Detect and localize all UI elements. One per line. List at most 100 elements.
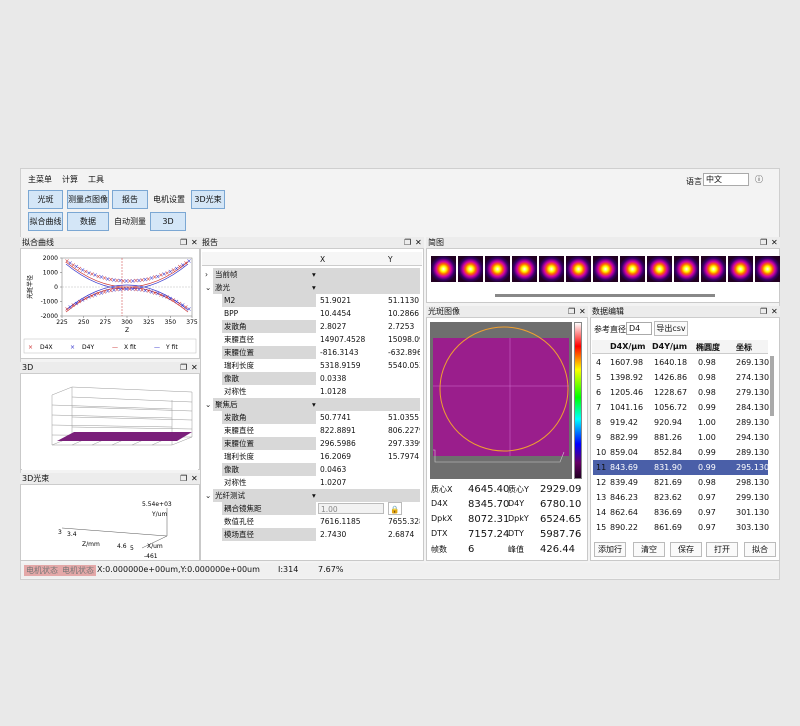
cell[interactable]: 15 bbox=[596, 523, 607, 532]
close-button[interactable]: ✕ bbox=[191, 363, 198, 372]
cell[interactable]: 8 bbox=[596, 418, 602, 427]
row-label: 瑞利长度 bbox=[224, 452, 254, 461]
toolbar-button[interactable]: 数据 bbox=[67, 212, 109, 231]
close-button[interactable]: ✕ bbox=[191, 474, 198, 483]
cell: 843.69 bbox=[610, 463, 638, 472]
cell: 299.130 bbox=[736, 493, 770, 502]
sample-point: × bbox=[118, 286, 123, 293]
sample-point: × bbox=[158, 272, 163, 279]
export-button[interactable]: 导出csv bbox=[654, 321, 688, 336]
sample-point: × bbox=[187, 258, 192, 265]
section-toggle[interactable]: ⌄ bbox=[205, 491, 212, 500]
menu-item[interactable]: 主菜单 bbox=[28, 175, 52, 184]
float-button[interactable]: ❐ bbox=[180, 238, 188, 247]
view-bg bbox=[22, 375, 198, 470]
row-label: 像散 bbox=[222, 372, 316, 385]
close-button[interactable]: ✕ bbox=[579, 307, 586, 316]
panel-header: 3D光束 bbox=[20, 473, 200, 485]
menu-item[interactable]: 计算 bbox=[62, 175, 78, 184]
toolbar-button[interactable]: 3D bbox=[150, 212, 186, 231]
toolbar-button[interactable]: 报告 bbox=[112, 190, 148, 209]
toolbar-button[interactable]: 自动测量 bbox=[114, 217, 146, 226]
dropdown-arrow: ▾ bbox=[312, 491, 316, 500]
report-header-bg bbox=[202, 252, 422, 266]
float-button[interactable]: ❐ bbox=[760, 307, 768, 316]
sample-point: × bbox=[165, 294, 170, 301]
action-button[interactable]: 拟合 bbox=[744, 542, 776, 557]
column-header: 坐标 bbox=[736, 343, 752, 352]
action-button[interactable]: 清空 bbox=[633, 542, 665, 557]
cell: 298.130 bbox=[736, 478, 770, 487]
value-y: 5540.053 bbox=[388, 361, 420, 370]
float-button[interactable]: ❐ bbox=[180, 474, 188, 483]
cell[interactable]: 14 bbox=[596, 508, 607, 517]
sample-point: × bbox=[183, 260, 188, 267]
fit-ellipse bbox=[439, 326, 569, 452]
cell[interactable]: 11 bbox=[596, 463, 607, 472]
menu-item[interactable]: 工具 bbox=[88, 175, 104, 184]
sample-point: × bbox=[136, 277, 141, 284]
toolbar-button[interactable]: 电机设置 bbox=[153, 195, 185, 204]
sample-point: × bbox=[86, 270, 91, 277]
close-button[interactable]: ✕ bbox=[191, 238, 198, 247]
sample-point: × bbox=[93, 292, 98, 299]
y-tick-label: 2000 bbox=[43, 255, 58, 262]
cell[interactable]: 13 bbox=[596, 493, 607, 502]
cell[interactable]: 7 bbox=[596, 403, 602, 412]
cell[interactable]: 10 bbox=[596, 448, 607, 457]
cell[interactable]: 12 bbox=[596, 478, 607, 487]
value-x: 50.7741 bbox=[320, 413, 352, 422]
cell[interactable]: 6 bbox=[596, 388, 602, 397]
stat-label: DpkY bbox=[508, 514, 529, 523]
help-icon[interactable]: ⓘ bbox=[755, 175, 763, 184]
value-x: 0.0338 bbox=[320, 374, 347, 383]
toolbar-button[interactable]: 光斑 bbox=[28, 190, 63, 209]
sample-point: × bbox=[96, 291, 101, 298]
float-button[interactable]: ❐ bbox=[568, 307, 576, 316]
toolbar-button[interactable]: 3D光束 bbox=[191, 190, 225, 209]
sample-point: × bbox=[99, 274, 104, 281]
float-button[interactable]: ❐ bbox=[180, 363, 188, 372]
float-button[interactable]: ❐ bbox=[760, 238, 768, 247]
section-toggle[interactable]: ⌄ bbox=[205, 283, 212, 292]
sample-point: × bbox=[155, 273, 160, 280]
input-field[interactable]: 1.00 bbox=[318, 503, 384, 514]
float-button[interactable]: ❐ bbox=[404, 238, 412, 247]
toolbar-button[interactable]: 测量点图像 bbox=[67, 190, 109, 209]
sample-point: × bbox=[152, 290, 157, 297]
close-button[interactable]: ✕ bbox=[771, 307, 778, 316]
action-button[interactable]: 添加行 bbox=[594, 542, 626, 557]
action-button[interactable]: 保存 bbox=[670, 542, 702, 557]
value-x: 14907.4528 bbox=[320, 335, 366, 344]
cell[interactable]: 4 bbox=[596, 358, 602, 367]
close-button[interactable]: ✕ bbox=[771, 238, 778, 247]
cell: 821.69 bbox=[654, 478, 682, 487]
ref-select[interactable]: D4 bbox=[626, 322, 652, 335]
sample-point: × bbox=[80, 267, 85, 274]
sample-point: × bbox=[83, 268, 88, 275]
cell[interactable]: 5 bbox=[596, 373, 602, 382]
language-select[interactable]: 中文 bbox=[703, 173, 749, 186]
status-bar bbox=[21, 563, 779, 578]
cell: 831.90 bbox=[654, 463, 682, 472]
row-label: 数值孔径 bbox=[224, 517, 254, 526]
cell[interactable]: 9 bbox=[596, 433, 602, 442]
action-button[interactable]: 打开 bbox=[706, 542, 738, 557]
sample-point: × bbox=[83, 296, 88, 303]
close-button[interactable]: ✕ bbox=[415, 238, 422, 247]
sample-point: × bbox=[121, 286, 126, 293]
sample-point: × bbox=[180, 262, 185, 269]
section-toggle[interactable]: ⌄ bbox=[205, 400, 212, 409]
sample-point: × bbox=[140, 287, 145, 294]
section-toggle[interactable]: › bbox=[205, 270, 208, 279]
section-label: 聚焦后 bbox=[213, 398, 420, 411]
lock-button[interactable]: 🔒 bbox=[388, 502, 402, 515]
toolbar-button[interactable]: 拟合曲线 bbox=[28, 212, 63, 231]
value-x: 16.2069 bbox=[320, 452, 352, 461]
cell: 0.97 bbox=[698, 493, 716, 502]
value-y: 51.0355 bbox=[388, 413, 420, 422]
beam-area bbox=[433, 338, 569, 456]
table-scrollbar bbox=[770, 356, 774, 416]
cell: 862.64 bbox=[610, 508, 638, 517]
legend-marker: × bbox=[70, 344, 75, 351]
